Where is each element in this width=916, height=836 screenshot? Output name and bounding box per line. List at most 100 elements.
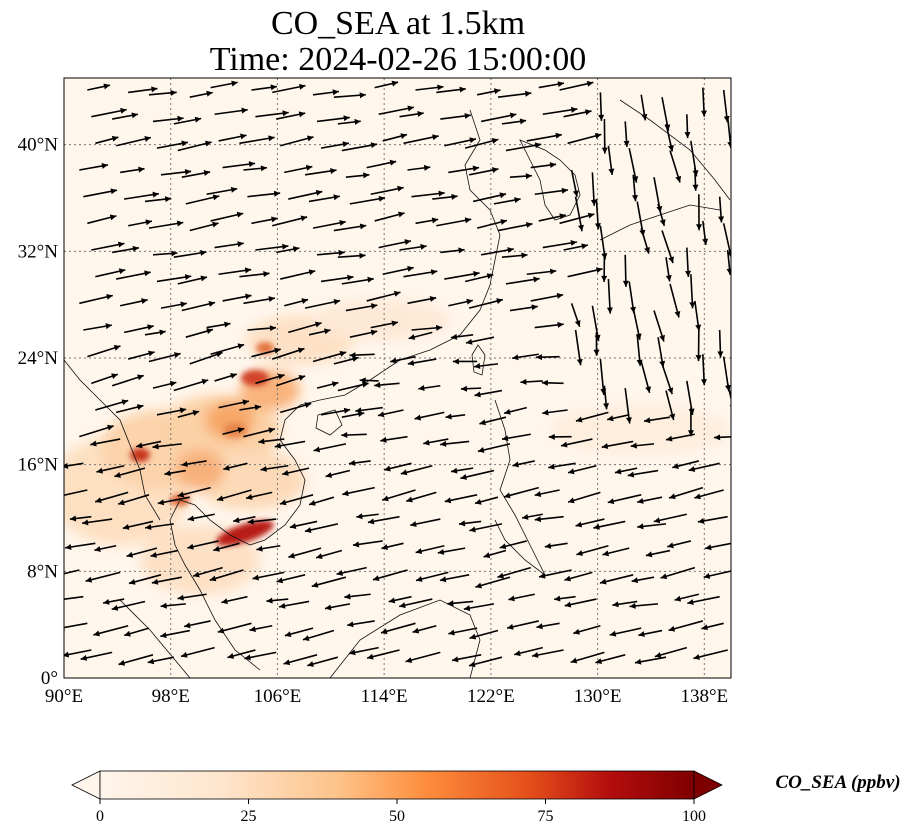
wind-arrow — [87, 214, 117, 225]
wind-arrow — [341, 276, 374, 285]
wind-arrow — [657, 337, 666, 368]
wind-arrow — [407, 296, 437, 305]
wind-arrow — [223, 462, 248, 471]
wind-arrow — [653, 513, 688, 524]
wind-arrow — [634, 656, 667, 665]
wind-arrow — [623, 121, 630, 148]
wind-arrow — [452, 358, 478, 365]
lon-tick-label: 122°E — [467, 686, 515, 707]
wind-arrow — [333, 223, 367, 232]
wind-arrow — [423, 438, 449, 446]
wind-arrow — [665, 390, 676, 421]
wind-arrow — [177, 140, 212, 152]
wind-arrow — [445, 413, 466, 420]
wind-arrow — [594, 199, 601, 230]
wind-arrow — [185, 328, 214, 338]
wind-arrow — [274, 440, 306, 449]
colorbar-tick-label: 0 — [96, 808, 104, 825]
wind-arrow — [415, 217, 439, 225]
wind-arrow — [160, 301, 187, 309]
wind-arrow — [622, 254, 629, 287]
wind-arrow — [377, 409, 404, 418]
wind-arrow — [570, 169, 579, 197]
wind-arrow — [370, 185, 404, 196]
wind-arrow — [567, 267, 603, 278]
wind-arrow — [509, 173, 532, 180]
wind-arrow — [497, 90, 532, 98]
wind-arrow — [152, 115, 184, 123]
map-subtitle-time: Time: 2024-02-26 15:00:00 — [209, 41, 587, 78]
wind-arrow — [599, 225, 608, 260]
wind-arrow — [64, 595, 84, 601]
wind-arrow — [79, 163, 109, 171]
wind-arrow — [255, 373, 285, 385]
wind-arrow — [687, 595, 720, 605]
wind-arrow — [538, 81, 565, 89]
wind-arrow — [654, 646, 688, 658]
wind-arrow — [187, 540, 219, 550]
wind-arrow — [412, 624, 437, 634]
wind-arrow — [79, 293, 113, 305]
wind-arrow — [382, 133, 408, 142]
wind-arrow — [674, 593, 700, 602]
wind-arrow — [120, 166, 145, 174]
wind-arrow — [126, 547, 158, 558]
wind-arrow — [560, 438, 593, 448]
wind-arrow — [192, 566, 223, 578]
map-title: CO_SEA at 1.5km — [270, 5, 526, 42]
wind-arrow — [243, 427, 276, 438]
wind-arrow — [575, 518, 605, 528]
co-concentration-field — [64, 300, 730, 595]
wind-arrow — [352, 540, 383, 548]
wind-arrow — [388, 595, 412, 604]
wind-arrow — [497, 222, 533, 232]
wind-arrow — [628, 147, 639, 183]
wind-arrow — [148, 89, 177, 96]
wind-arrow — [119, 298, 148, 307]
wind-arrow — [521, 513, 543, 520]
wind-arrow — [512, 353, 539, 361]
wind-arrow — [576, 544, 609, 556]
wind-arrow — [64, 649, 92, 658]
wind-arrow — [315, 549, 343, 560]
wind-arrow — [665, 257, 672, 282]
wind-arrow — [381, 489, 416, 502]
wind-arrow — [124, 627, 150, 637]
wind-arrow — [255, 110, 289, 118]
wind-arrow — [65, 542, 96, 550]
wind-arrow — [598, 92, 605, 121]
wind-arrow — [251, 216, 278, 225]
wind-arrow — [128, 574, 162, 585]
wind-arrow — [601, 440, 634, 450]
wind-arrow — [451, 654, 482, 663]
wind-arrow — [465, 336, 495, 345]
lat-tick-label: 8°N — [27, 561, 58, 582]
wind-arrow — [64, 569, 80, 575]
wind-arrow — [372, 569, 408, 582]
wind-arrow — [181, 460, 207, 467]
wind-arrow — [210, 343, 245, 356]
wind-arrow — [575, 411, 609, 423]
wind-arrow — [403, 134, 439, 145]
wind-arrow — [509, 304, 538, 312]
colorbar-extend-max — [693, 770, 723, 800]
wind-arrow — [93, 624, 129, 637]
wind-arrow — [653, 310, 665, 342]
wind-arrow — [464, 273, 494, 283]
wind-arrow — [69, 515, 92, 522]
wind-vectors — [64, 80, 731, 668]
wind-arrow — [218, 133, 247, 142]
wind-arrow — [173, 249, 207, 258]
wind-arrow — [380, 435, 408, 443]
wind-arrow — [210, 80, 238, 89]
wind-arrow — [541, 379, 564, 386]
wind-arrow — [624, 388, 632, 424]
wind-arrow — [276, 111, 306, 120]
wind-arrow — [312, 350, 347, 363]
wind-arrow — [94, 544, 117, 552]
wind-arrow — [308, 194, 340, 203]
wind-arrow — [473, 363, 499, 370]
wind-arrow — [685, 247, 692, 277]
wind-arrow — [399, 110, 424, 118]
